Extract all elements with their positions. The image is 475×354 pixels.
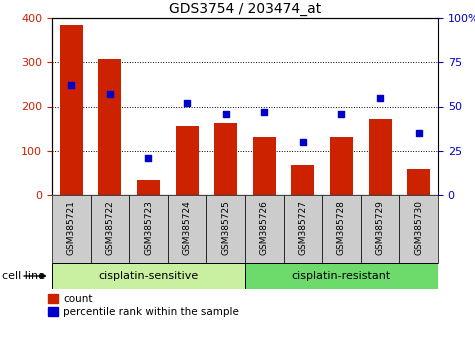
Text: cisplatin-sensitive: cisplatin-sensitive: [98, 271, 199, 281]
Point: [222, 111, 229, 116]
Bar: [291, 165, 314, 195]
Bar: [207, 195, 245, 263]
Point: [338, 111, 345, 116]
Bar: [284, 195, 322, 263]
Text: cisplatin-resistant: cisplatin-resistant: [292, 271, 391, 281]
Text: GSM385730: GSM385730: [414, 200, 423, 255]
Point: [376, 95, 384, 101]
Text: cell line: cell line: [2, 271, 46, 281]
Bar: [245, 195, 284, 263]
Bar: [399, 195, 438, 263]
Text: GSM385726: GSM385726: [260, 200, 269, 255]
Text: GSM385724: GSM385724: [182, 200, 191, 255]
Bar: [245, 263, 438, 289]
Point: [415, 130, 422, 136]
Point: [106, 91, 114, 97]
Point: [260, 109, 268, 115]
Bar: [60, 25, 83, 195]
Point: [299, 139, 307, 145]
Bar: [407, 169, 430, 195]
Text: GSM385727: GSM385727: [298, 200, 307, 255]
Bar: [91, 195, 129, 263]
Bar: [137, 179, 160, 195]
Text: GSM385729: GSM385729: [376, 200, 385, 255]
Point: [145, 155, 152, 161]
Bar: [52, 195, 91, 263]
Legend: count, percentile rank within the sample: count, percentile rank within the sample: [48, 294, 239, 317]
Bar: [369, 119, 392, 195]
Bar: [98, 59, 122, 195]
Title: GDS3754 / 203474_at: GDS3754 / 203474_at: [169, 1, 321, 16]
Text: GSM385725: GSM385725: [221, 200, 230, 255]
Bar: [214, 123, 238, 195]
Bar: [168, 195, 207, 263]
Text: GSM385722: GSM385722: [105, 200, 114, 255]
Point: [183, 100, 191, 106]
Point: [67, 82, 75, 88]
Bar: [322, 195, 361, 263]
Bar: [330, 137, 353, 195]
Bar: [361, 195, 399, 263]
Bar: [129, 195, 168, 263]
Text: GSM385721: GSM385721: [67, 200, 76, 255]
Bar: [176, 126, 199, 195]
Bar: [52, 263, 245, 289]
Text: GSM385728: GSM385728: [337, 200, 346, 255]
Bar: [253, 137, 276, 195]
Text: GSM385723: GSM385723: [144, 200, 153, 255]
